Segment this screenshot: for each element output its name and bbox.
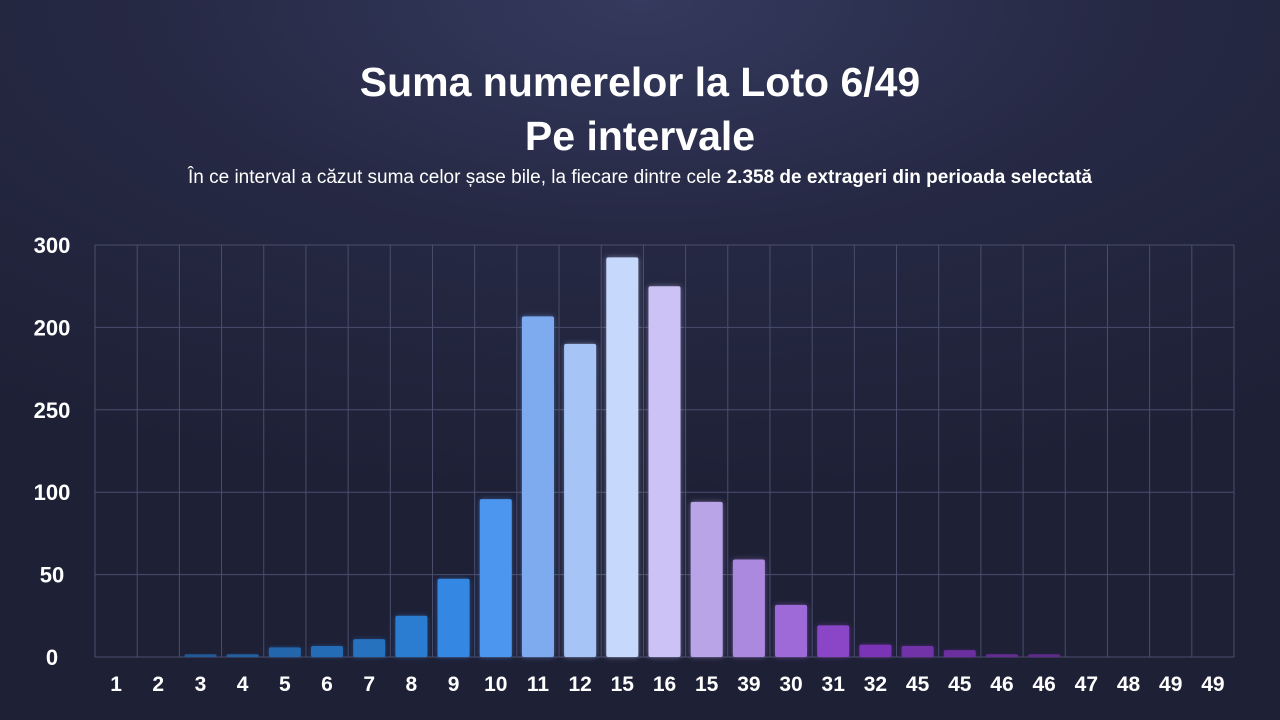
bar xyxy=(226,654,259,657)
x-tick-label: 4 xyxy=(237,673,249,696)
bar xyxy=(479,499,512,657)
x-tick-label: 45 xyxy=(948,673,972,696)
x-tick-label: 3 xyxy=(195,673,207,696)
bars xyxy=(184,257,1061,657)
x-tick-label: 45 xyxy=(906,673,930,696)
y-tick-label: 0 xyxy=(46,645,58,670)
chart-title: Suma numerelor la Loto 6/49 xyxy=(359,59,921,105)
bar xyxy=(859,644,892,657)
x-tick-label: 39 xyxy=(737,673,760,696)
bar xyxy=(817,625,850,657)
x-tick-label: 10 xyxy=(484,673,507,696)
x-tick-label: 31 xyxy=(822,673,846,696)
bar xyxy=(437,578,470,657)
x-tick-label: 5 xyxy=(279,673,291,696)
chart-description: În ce interval a căzut suma celor șase b… xyxy=(0,166,1280,190)
bar xyxy=(775,604,808,657)
x-tick-label: 49 xyxy=(1159,673,1182,696)
bar xyxy=(353,639,386,657)
x-tick-label: 15 xyxy=(695,673,719,696)
bar xyxy=(521,316,554,657)
y-tick-label: 100 xyxy=(34,480,71,505)
bar xyxy=(184,654,217,657)
description-text: În ce interval a căzut suma celor șase b… xyxy=(187,167,727,188)
x-axis-labels: 1 2 3 4 5 6 7 8 9 10 11 12 15 16 15 39 30 31 32 45 45 46 46 47 4… xyxy=(110,673,1224,696)
x-tick-label: 16 xyxy=(653,673,676,696)
x-tick-label: 49 xyxy=(1201,673,1224,696)
bar xyxy=(395,615,428,657)
x-tick-label: 8 xyxy=(406,673,418,696)
chart-subtitle-heading: Pe intervale xyxy=(524,113,756,159)
bar xyxy=(1028,654,1061,657)
x-tick-label: 2 xyxy=(152,673,164,696)
y-tick-label: 50 xyxy=(40,563,64,588)
x-tick-label: 11 xyxy=(527,673,550,696)
x-tick-label: 6 xyxy=(321,673,333,696)
bar xyxy=(690,501,723,657)
x-tick-label: 9 xyxy=(448,673,460,696)
bar xyxy=(268,647,301,657)
description-highlight: 2.358 de extrageri din perioada selectat… xyxy=(726,167,1092,188)
x-tick-label: 15 xyxy=(611,673,635,696)
x-tick-label: 30 xyxy=(779,673,802,696)
bar xyxy=(943,650,976,657)
x-tick-label: 47 xyxy=(1075,673,1098,696)
y-tick-label: 250 xyxy=(34,398,71,423)
bar xyxy=(564,343,597,657)
x-tick-label: 12 xyxy=(568,673,591,696)
bar xyxy=(732,559,765,657)
y-tick-label: 300 xyxy=(34,233,71,258)
bar xyxy=(606,257,639,657)
y-axis-labels: 0 50 100 250 200 300 xyxy=(34,233,71,670)
x-tick-label: 32 xyxy=(864,673,887,696)
x-tick-label: 46 xyxy=(990,673,1013,696)
x-tick-label: 48 xyxy=(1117,673,1141,696)
x-tick-label: 46 xyxy=(1032,673,1055,696)
bar xyxy=(985,654,1019,657)
bar xyxy=(310,646,344,657)
x-tick-label: 1 xyxy=(110,673,122,696)
bar xyxy=(648,286,681,657)
x-tick-label: 7 xyxy=(363,673,375,696)
y-tick-label: 200 xyxy=(34,315,71,340)
bar xyxy=(901,646,934,657)
